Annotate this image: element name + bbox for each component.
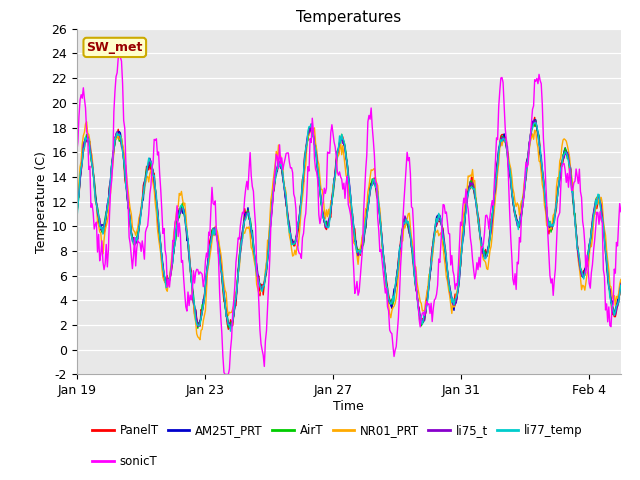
PanelT [225,326,232,332]
NR01_PRT [606,283,614,288]
li75_t [617,282,625,288]
AirT [73,211,81,217]
NR01_PRT [73,205,81,211]
NR01_PRT [617,276,625,282]
AirT [520,189,527,194]
AirT [398,229,406,235]
Line: li75_t: li75_t [77,120,621,326]
Line: AM25T_PRT: AM25T_PRT [77,120,621,327]
Legend: sonicT: sonicT [88,450,162,473]
NR01_PRT [369,167,377,172]
PanelT [531,115,538,120]
sonicT [399,220,406,226]
li77_temp [227,328,234,334]
sonicT [606,323,614,328]
li77_temp [398,235,406,241]
AirT [532,118,540,123]
li75_t [606,286,614,292]
AM25T_PRT [398,231,406,237]
li75_t [336,139,344,145]
AirT [617,283,625,289]
li75_t [530,118,538,123]
li77_temp [336,133,344,139]
sonicT [221,372,229,377]
Line: AirT: AirT [77,120,621,328]
li77_temp [606,294,614,300]
sonicT [333,169,341,175]
li75_t [332,158,340,164]
li77_temp [532,120,540,125]
PanelT [73,210,81,216]
li77_temp [520,194,527,200]
AM25T_PRT [336,141,344,146]
li77_temp [332,161,340,167]
li75_t [520,194,527,200]
AirT [194,325,202,331]
sonicT [521,173,529,179]
AM25T_PRT [332,160,340,166]
li75_t [194,324,202,329]
AM25T_PRT [532,117,540,123]
AM25T_PRT [225,324,233,330]
li77_temp [73,218,81,224]
NR01_PRT [333,155,341,161]
li77_temp [617,282,625,288]
NR01_PRT [521,175,529,180]
PanelT [398,232,406,238]
X-axis label: Time: Time [333,400,364,413]
Line: PanelT: PanelT [77,118,621,329]
Text: SW_met: SW_met [86,41,143,54]
AirT [369,176,376,182]
Line: li77_temp: li77_temp [77,122,621,331]
NR01_PRT [83,119,90,125]
sonicT [73,149,81,155]
AM25T_PRT [520,190,527,195]
NR01_PRT [399,238,406,244]
AM25T_PRT [369,179,376,184]
AM25T_PRT [73,210,81,216]
AM25T_PRT [617,280,625,286]
PanelT [520,194,527,200]
li75_t [73,212,81,218]
Title: Temperatures: Temperatures [296,10,401,25]
PanelT [332,155,340,161]
NR01_PRT [337,139,344,145]
NR01_PRT [196,337,204,343]
AirT [332,159,340,165]
sonicT [617,209,625,215]
li75_t [398,233,406,239]
PanelT [369,182,376,188]
li75_t [369,181,376,187]
sonicT [115,54,123,60]
PanelT [606,290,614,296]
PanelT [617,279,625,285]
sonicT [369,137,377,143]
PanelT [336,145,344,151]
sonicT [337,174,344,180]
li77_temp [369,182,376,188]
Line: sonicT: sonicT [77,57,621,374]
AirT [336,141,344,146]
AM25T_PRT [606,287,614,293]
AirT [606,289,614,295]
Line: NR01_PRT: NR01_PRT [77,122,621,340]
Y-axis label: Temperature (C): Temperature (C) [35,151,49,252]
